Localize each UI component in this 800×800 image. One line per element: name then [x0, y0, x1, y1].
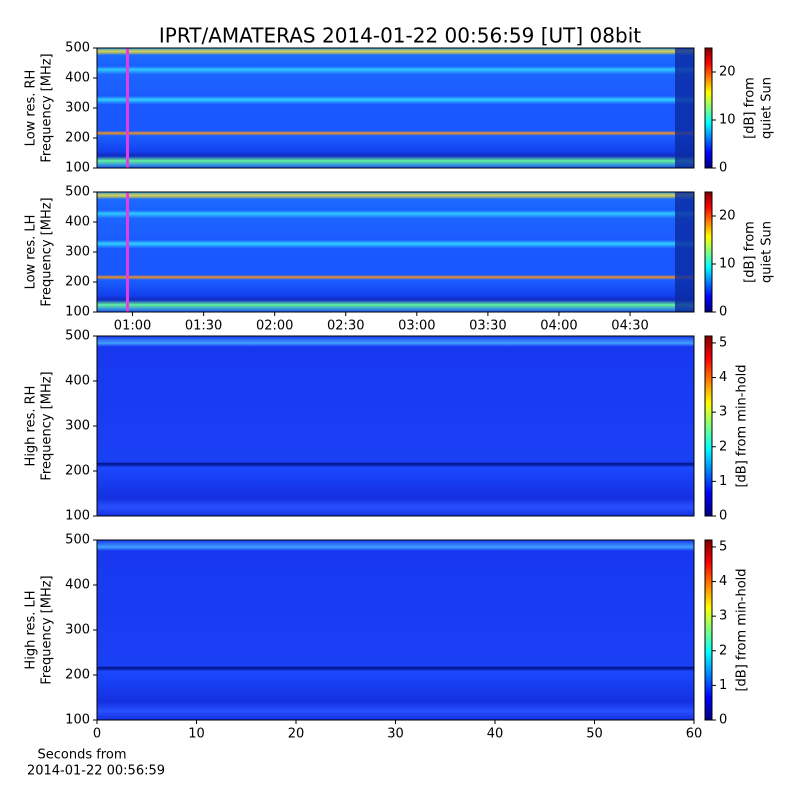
x-tick-label: 04:00 [540, 319, 577, 334]
gap-band [675, 48, 694, 168]
colorbar-tick-label: 10 [719, 113, 736, 128]
x-tick-label: 03:00 [398, 319, 435, 334]
colorbar-label: [dB] from min-hold [735, 364, 750, 487]
x-tick-label: 04:30 [611, 319, 648, 334]
colorbar-tick-label: 1 [719, 678, 727, 693]
y-axis-label: Frequency [MHz] [40, 575, 55, 684]
colorbar-label: [dB] from [743, 221, 758, 283]
y-tick-label: 200 [65, 275, 90, 290]
colorbar [704, 191, 713, 313]
y-tick-label: 300 [65, 419, 90, 434]
x-tick-label: 30 [387, 727, 404, 742]
spectrogram [97, 192, 694, 312]
colorbar-tick-label: 20 [719, 209, 736, 224]
colorbar [704, 47, 713, 169]
y-tick-label: 500 [65, 41, 90, 56]
y-tick-label: 500 [65, 533, 90, 548]
x-tick-label: 20 [288, 727, 305, 742]
colorbar-tick-label: 0 [719, 305, 727, 320]
x-tick-label: 01:30 [185, 319, 222, 334]
marker-line [126, 48, 129, 168]
x-tick-label: 01:00 [114, 319, 151, 334]
y-axis-label: High res. RH [24, 386, 39, 467]
y-tick-label: 400 [65, 71, 90, 86]
x-tick-label: 02:00 [256, 319, 293, 334]
y-axis-label: Frequency [MHz] [40, 371, 55, 480]
colorbar-tick-label: 4 [719, 370, 727, 385]
x-tick-label: 02:30 [327, 319, 364, 334]
y-tick-label: 200 [65, 464, 90, 479]
y-tick-label: 100 [65, 509, 90, 524]
colorbar-label: [dB] from [743, 77, 758, 139]
colorbar-tick-label: 10 [719, 257, 736, 272]
y-axis-label: Low res. LH [24, 215, 39, 290]
spectrogram [97, 336, 694, 516]
colorbar-tick-label: 20 [719, 65, 736, 80]
figure-title: IPRT/AMATERAS 2014-01-22 00:56:59 [UT] 0… [159, 24, 641, 48]
y-tick-label: 300 [65, 245, 90, 260]
y-tick-label: 300 [65, 623, 90, 638]
colorbar-label: [dB] from min-hold [735, 568, 750, 691]
x-tick-label: 60 [686, 727, 703, 742]
colorbar-tick-label: 2 [719, 439, 727, 454]
y-tick-label: 100 [65, 161, 90, 176]
spectrogram [97, 48, 694, 168]
gap-band [675, 192, 694, 312]
colorbar-tick-label: 0 [719, 713, 727, 728]
y-tick-label: 400 [65, 374, 90, 389]
y-axis-label: Frequency [MHz] [40, 197, 55, 306]
colorbar-tick-label: 2 [719, 643, 727, 658]
x-axis-label: 2014-01-22 00:56:59 [27, 764, 165, 779]
colorbar-label: quiet Sun [760, 77, 775, 139]
colorbar [704, 335, 713, 517]
x-tick-label: 03:30 [469, 319, 506, 334]
x-tick-label: 10 [188, 727, 205, 742]
y-axis-label: Frequency [MHz] [40, 53, 55, 162]
colorbar [704, 539, 713, 721]
y-tick-label: 500 [65, 185, 90, 200]
y-axis-label: Low res. RH [24, 70, 39, 147]
colorbar-tick-label: 5 [719, 539, 727, 554]
y-tick-label: 500 [65, 329, 90, 344]
y-tick-label: 100 [65, 713, 90, 728]
colorbar-tick-label: 0 [719, 509, 727, 524]
y-tick-label: 200 [65, 131, 90, 146]
x-tick-label: 40 [487, 727, 504, 742]
x-axis-label: Seconds from [37, 748, 126, 763]
x-tick-label: 0 [93, 727, 101, 742]
colorbar-label: quiet Sun [760, 221, 775, 283]
y-tick-label: 100 [65, 305, 90, 320]
colorbar-tick-label: 5 [719, 335, 727, 350]
x-tick-label: 50 [586, 727, 603, 742]
y-axis-label: High res. LH [24, 590, 39, 669]
marker-line [126, 192, 129, 312]
colorbar-tick-label: 3 [719, 609, 727, 624]
colorbar-tick-label: 1 [719, 474, 727, 489]
y-tick-label: 300 [65, 101, 90, 116]
colorbar-tick-label: 4 [719, 574, 727, 589]
y-tick-label: 200 [65, 668, 90, 683]
colorbar-tick-label: 3 [719, 405, 727, 420]
y-tick-label: 400 [65, 215, 90, 230]
y-tick-label: 400 [65, 578, 90, 593]
colorbar-tick-label: 0 [719, 161, 727, 176]
spectrogram [97, 540, 694, 720]
